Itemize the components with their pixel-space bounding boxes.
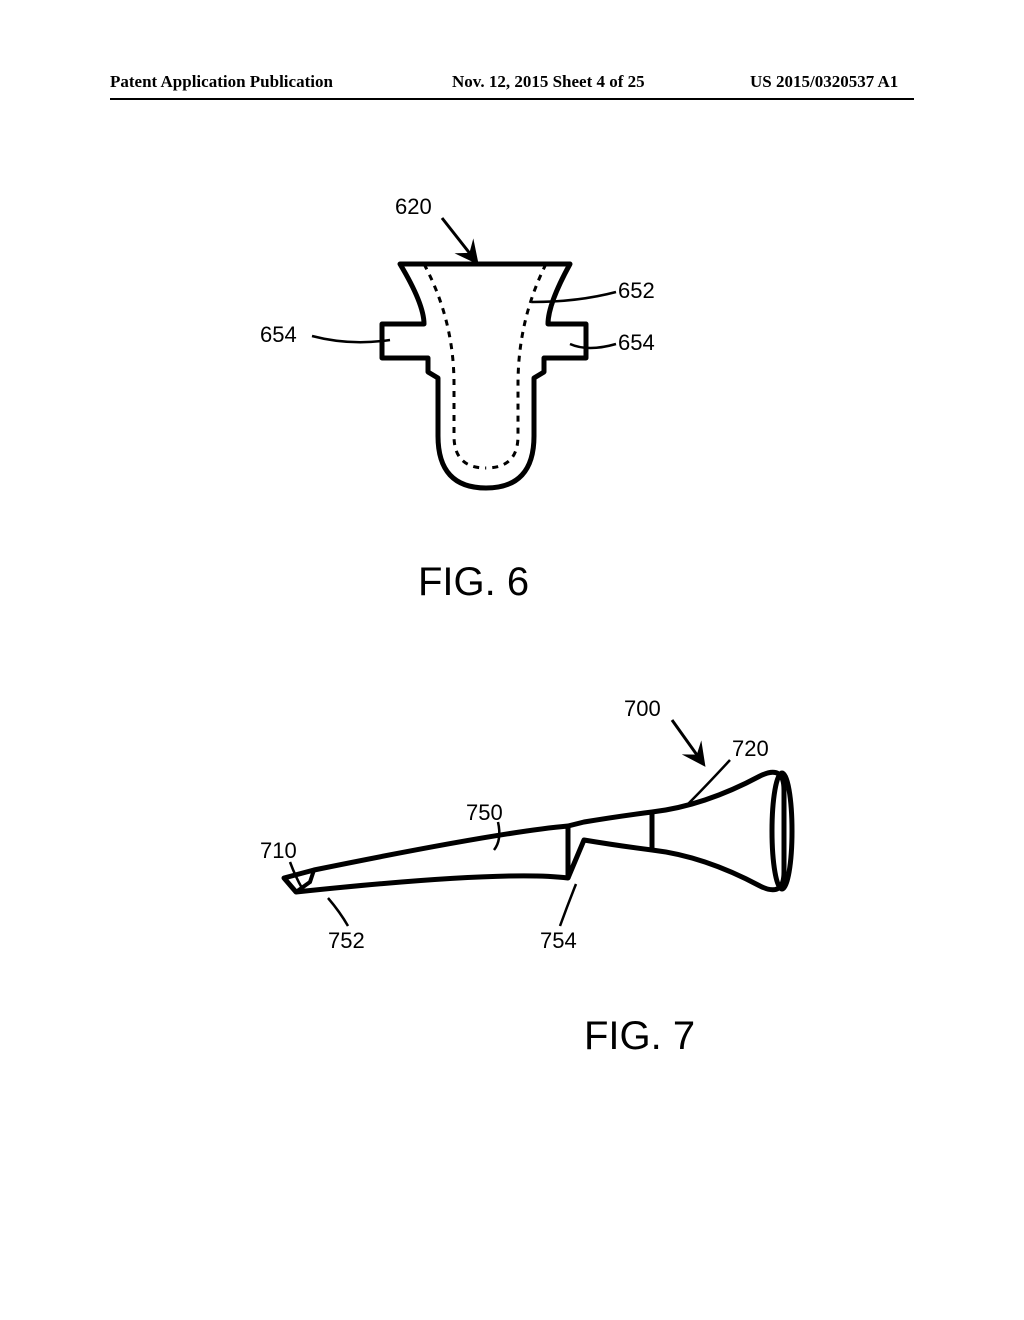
leader-652 (532, 292, 616, 302)
fig7-caption: FIG. 7 (584, 1014, 695, 1059)
page: Patent Application Publication Nov. 12, … (0, 0, 1024, 1320)
ref-754: 754 (540, 928, 577, 954)
ref-710: 710 (260, 838, 297, 864)
leader-654-left (312, 336, 390, 342)
ref-654-right: 654 (618, 330, 655, 356)
ref-620: 620 (395, 194, 432, 220)
ref-752: 752 (328, 928, 365, 954)
fig7-shaft (284, 826, 568, 892)
ref-720: 720 (732, 736, 769, 762)
fig6-drawing (0, 0, 1024, 1320)
fig7-funnel (568, 772, 784, 890)
ref-750: 750 (466, 800, 503, 826)
fig6-inner-dash-right (486, 264, 546, 468)
leader-754 (560, 884, 576, 926)
leader-620 (442, 218, 475, 260)
leader-752 (328, 898, 348, 926)
leader-654-right (570, 344, 616, 348)
fig6-inner-dash-left (424, 264, 486, 468)
ref-654-left: 654 (260, 322, 297, 348)
ref-652: 652 (618, 278, 655, 304)
leader-700 (672, 720, 702, 762)
fig6-outline (382, 264, 586, 488)
ref-700: 700 (624, 696, 661, 722)
fig6-caption: FIG. 6 (418, 560, 529, 605)
